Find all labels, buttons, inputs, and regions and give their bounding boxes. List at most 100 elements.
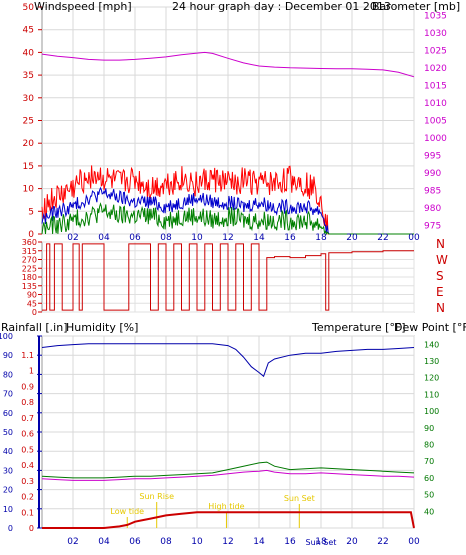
rain-x-tick: 00 (408, 537, 420, 547)
temperature-y-tick: 100 (424, 407, 439, 416)
wind-x-tick: 22 (377, 233, 388, 243)
rain-x-tick: 06 (129, 537, 141, 547)
compass-label: S (436, 269, 444, 283)
direction-y-tick: 90 (27, 291, 37, 300)
barometer-y-tick: 1035 (424, 12, 447, 22)
humidity-y-tick: 100 (0, 332, 13, 341)
wind-y-tick: 20 (23, 139, 35, 149)
barometer-y-tick: 1010 (424, 99, 447, 109)
rain-y-tick: 0 (29, 524, 34, 533)
humidity-line (41, 343, 415, 378)
temperature-y-tick: 130 (424, 357, 439, 366)
wind-x-tick-labels: 02 04 06 08 10 12 14 16 18 20 22 00 (67, 233, 420, 243)
rain-humidity-series (41, 343, 415, 529)
rain-x-tick: 02 (67, 537, 78, 547)
humidity-y-tick: 90 (3, 351, 13, 360)
rain-y-tick: 0.6 (21, 430, 34, 439)
rain-y-tick: 0.2 (21, 493, 34, 502)
wind-y-tick: 0 (28, 230, 34, 240)
wind-y-tick: 35 (23, 71, 34, 81)
wind-x-tick: 20 (346, 233, 358, 243)
rain-x-tick: 22 (377, 537, 388, 547)
wind-x-tick: 08 (160, 233, 172, 243)
temperature-y-tick: 60 (424, 474, 434, 483)
windspeed-axis-title: Windspeed [mph] (34, 0, 132, 13)
rain-x-tick: 04 (98, 537, 110, 547)
event-label: Sun Rise (139, 492, 174, 501)
direction-y-tick: 315 (22, 247, 37, 256)
wind-y-tick: 10 (23, 185, 35, 195)
humidity-y-tick: 70 (3, 390, 13, 399)
compass-label: N (436, 237, 445, 251)
humidity-y-tick: 60 (3, 409, 13, 418)
rain-y-tick: 0.5 (21, 445, 34, 454)
humidity-y-tick: 50 (3, 428, 13, 437)
event-markers: Low tide Sun Rise High tide Sun Set Sun Set (110, 492, 336, 547)
wind-y-tick: 25 (23, 117, 34, 127)
direction-y-tick: 135 (22, 282, 37, 291)
wind-x-tick: 00 (408, 233, 420, 243)
barometer-y-tick: 995 (424, 151, 441, 161)
temperature-y-tick: 50 (424, 491, 434, 500)
wind-y-tick: 15 (23, 162, 34, 172)
barometer-y-tick: 1020 (424, 64, 447, 74)
event-label: Low tide (110, 507, 144, 516)
barometer-y-tick: 1000 (424, 134, 447, 144)
rain-x-tick: 16 (284, 537, 296, 547)
wind-x-tick: 06 (129, 233, 141, 243)
rain-y-tick: 0.8 (21, 398, 34, 407)
rain-y-tick: 0.7 (21, 414, 34, 423)
wind-x-tick: 12 (222, 233, 233, 243)
direction-y-tick: 270 (22, 256, 37, 265)
barometer-y-tick: 1030 (424, 29, 447, 39)
dewpoint-axis-title: Dew Point [°F] (394, 321, 466, 334)
barometer-y-tick: 980 (424, 204, 441, 214)
barometer-y-tick: 990 (424, 169, 441, 179)
temperature-y-tick: 90 (424, 424, 434, 433)
compass-label: W (436, 253, 448, 267)
barometer-y-tick: 985 (424, 186, 441, 196)
direction-y-tick: 45 (27, 299, 37, 308)
temperature-y-tick: 120 (424, 374, 439, 383)
rain-y-tick: 0.1 (21, 508, 34, 517)
barometer-y-tick: 975 (424, 221, 441, 231)
barometer-y-tick: 1015 (424, 82, 447, 92)
wind-x-tick: 02 (67, 233, 78, 243)
humidity-y-tick: 30 (3, 466, 13, 475)
humidity-y-tick: 10 (3, 505, 13, 514)
barometer-y-tick-labels: 975 980 985 990 995 1000 1005 1010 1015 1020 1025 1… (424, 12, 447, 232)
rain-x-tick: 14 (253, 537, 265, 547)
humidity-y-tick: 80 (3, 370, 13, 379)
rain-line (42, 511, 415, 529)
temperature-y-tick: 80 (424, 441, 434, 450)
wind-y-tick: 30 (23, 94, 35, 104)
direction-y-tick: 225 (22, 264, 37, 273)
wind-y-tick: 5 (28, 207, 34, 217)
rain-y-tick: 0.9 (21, 382, 34, 391)
wind-y-tick-labels: 0 5 10 15 20 25 30 35 40 45 50 (23, 3, 35, 240)
humidity-y-tick: 0 (8, 524, 13, 533)
rain-y-tick: 0.3 (21, 477, 34, 486)
rain-x-tick: 20 (346, 537, 358, 547)
direction-series (42, 243, 414, 311)
dewpoint-line (41, 469, 415, 481)
wind-x-tick: 18 (315, 233, 327, 243)
humidity-y-tick: 40 (3, 447, 13, 456)
humidity-y-tick-labels: 0 10 20 30 40 50 60 70 80 90 100 (0, 332, 13, 533)
wind-x-tick: 14 (253, 233, 265, 243)
barometer-y-tick: 1005 (424, 117, 447, 127)
rain-x-tick-labels: 02 04 06 08 10 12 14 16 18 20 22 00 (67, 537, 420, 547)
rain-y-tick-labels: 0 0.1 0.2 0.3 0.4 0.5 0.6 0.7 0.8 0.9 1 1.1 (21, 351, 34, 533)
wind-y-tick: 45 (23, 26, 34, 36)
temperature-y-tick-labels: 40 50 60 70 80 90 100 110 120 130 140 (424, 340, 439, 516)
temperature-axis-title: Temperature [°F] (311, 321, 406, 334)
wind-y-tick: 40 (23, 48, 35, 58)
temperature-y-tick: 40 (424, 507, 434, 516)
rain-x-tick: 08 (160, 537, 172, 547)
rain-y-tick: 0.4 (21, 461, 34, 470)
